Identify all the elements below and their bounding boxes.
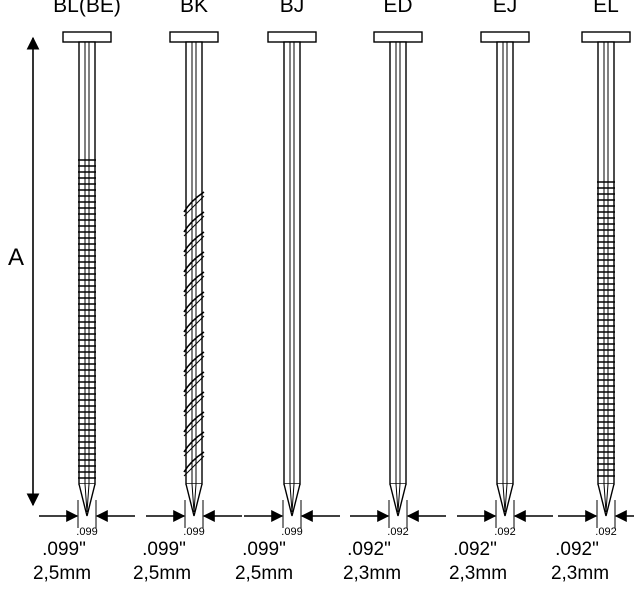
diameter-mm-label: 2,3mm — [342, 563, 402, 584]
nail-4 — [457, 31, 553, 528]
screw-thread — [183, 211, 205, 233]
screw-thread — [183, 195, 205, 217]
nail-code-label: BL(BE) — [53, 0, 121, 17]
screw-thread — [183, 251, 205, 273]
nail-head — [62, 31, 112, 43]
nail-2 — [244, 31, 340, 528]
diameter-mm-label: 2,5mm — [234, 563, 294, 584]
screw-thread — [183, 415, 205, 437]
nail-5 — [558, 31, 634, 528]
diameter-mm-label: 2,3mm — [550, 563, 610, 584]
nail-head — [267, 31, 317, 43]
nail-point — [496, 483, 514, 517]
screw-thread — [183, 371, 205, 393]
screw-thread — [183, 375, 205, 397]
nail-shank — [185, 41, 203, 485]
diameter-mm-label: 2,5mm — [132, 563, 192, 584]
nail-code-label: ED — [383, 0, 413, 17]
screw-thread — [183, 455, 205, 477]
screw-thread — [183, 355, 205, 377]
screw-thread — [183, 275, 205, 297]
nail-head — [480, 31, 530, 43]
nail-code-label: BJ — [279, 0, 305, 17]
diameter-mm-label: 2,3mm — [448, 563, 508, 584]
diameter-callout: .092 — [595, 526, 617, 538]
diameter-inch-label: .092" — [453, 539, 497, 560]
nail-point — [597, 483, 615, 517]
diameter-callout: .099 — [183, 526, 205, 538]
nail-1 — [146, 31, 242, 528]
nail-point — [283, 483, 301, 517]
screw-thread — [183, 351, 205, 373]
nail-point-facet — [395, 483, 401, 513]
screw-thread — [183, 451, 205, 473]
nail-point-facet — [289, 483, 295, 513]
screw-thread — [183, 291, 205, 313]
nail-point-facet — [191, 483, 197, 513]
nail-code-label: EL — [593, 0, 619, 17]
nail-shank — [597, 41, 615, 485]
screw-thread — [183, 295, 205, 317]
screw-thread — [183, 391, 205, 413]
diameter-inch-label: .099" — [142, 539, 186, 560]
diameter-inch-label: .099" — [242, 539, 286, 560]
screw-thread — [183, 235, 205, 257]
nail-point — [389, 483, 407, 517]
screw-thread — [183, 335, 205, 357]
diameter-callout: .092 — [387, 526, 409, 538]
nail-0 — [39, 31, 135, 528]
screw-thread — [183, 231, 205, 253]
screw-thread — [183, 435, 205, 457]
nail-head — [581, 31, 631, 43]
screw-thread — [183, 411, 205, 433]
diameter-callout: .099 — [76, 526, 98, 538]
diameter-inch-label: .092" — [555, 539, 599, 560]
nail-point — [78, 483, 96, 517]
nail-shank — [283, 41, 301, 485]
nail-point-facet — [502, 483, 508, 513]
screw-thread — [183, 255, 205, 277]
screw-thread — [183, 315, 205, 337]
diameter-inch-label: .092" — [347, 539, 391, 560]
diameter-callout: .099 — [281, 526, 303, 538]
diameter-callout: .092 — [494, 526, 516, 538]
nail-shank — [389, 41, 407, 485]
screw-thread — [183, 431, 205, 453]
nail-code-label: EJ — [492, 0, 518, 17]
screw-thread — [183, 331, 205, 353]
diameter-inch-label: .099" — [42, 539, 86, 560]
screw-thread — [183, 311, 205, 333]
length-dimension-label: A — [8, 244, 25, 271]
nail-head — [169, 31, 219, 43]
nail-point — [185, 483, 203, 517]
diameter-mm-label: 2,5mm — [32, 563, 92, 584]
nail-code-label: BK — [179, 0, 209, 17]
nail-head — [373, 31, 423, 43]
screw-thread — [183, 215, 205, 237]
screw-thread — [183, 395, 205, 417]
nail-point-facet — [84, 483, 90, 513]
nail-shank — [496, 41, 514, 485]
screw-thread — [183, 271, 205, 293]
nail-3 — [350, 31, 446, 528]
screw-thread — [183, 191, 205, 213]
nail-point-facet — [603, 483, 609, 513]
